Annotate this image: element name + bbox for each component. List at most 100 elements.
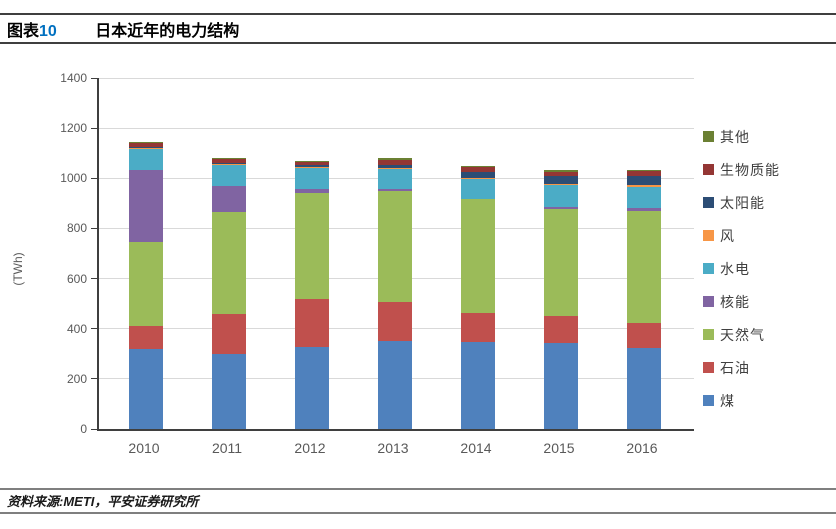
bar-segment-2012-太阳能 — [295, 165, 329, 168]
y-tick-label-1400: 1400 — [60, 71, 87, 85]
legend-label: 天然气 — [720, 326, 765, 343]
bar-segment-2011-太阳能 — [212, 162, 246, 164]
bar-segment-2013-石油 — [378, 301, 412, 342]
x-tick-label-2015: 2015 — [543, 440, 575, 456]
bar-segment-2012-其他 — [295, 160, 329, 162]
legend-item-核能: 核能 — [703, 285, 780, 318]
bar-segment-2015-煤 — [544, 342, 578, 429]
bar-segment-2014-石油 — [461, 313, 495, 342]
legend-item-水电: 水电 — [703, 252, 780, 285]
y-tick-label-400: 400 — [66, 321, 87, 336]
stacked-bar-2015 — [544, 78, 578, 429]
stacked-bar-2011 — [212, 78, 246, 429]
bar-segment-2014-太阳能 — [461, 172, 495, 178]
legend-swatch-icon — [703, 197, 714, 208]
bar-segment-2014-生物质能 — [461, 167, 495, 173]
bar-segment-2011-天然气 — [212, 212, 246, 315]
gridline-1400 — [99, 77, 694, 79]
y-tick-label-800: 800 — [66, 221, 87, 236]
y-tick-1400 — [91, 77, 97, 79]
bar-segment-2011-石油 — [212, 314, 246, 354]
bar-segment-2013-核能 — [378, 189, 412, 192]
figure-tag-text: 图表 — [7, 23, 40, 40]
y-tick-1200 — [91, 127, 97, 129]
stacked-bar-2014 — [461, 78, 495, 429]
y-tick-label-200: 200 — [66, 371, 87, 386]
bar-segment-2016-核能 — [627, 207, 661, 212]
bar-segment-2016-煤 — [627, 347, 661, 429]
plot-area — [91, 77, 694, 431]
legend-item-石油: 石油 — [703, 351, 780, 384]
bar-segment-2012-煤 — [295, 346, 329, 429]
stacked-bar-2012 — [295, 78, 329, 429]
bar-segment-2013-其他 — [378, 158, 412, 161]
y-axis-title: (TWh) — [11, 252, 25, 286]
bar-segment-2010-其他 — [129, 141, 163, 144]
bar-segment-2016-天然气 — [627, 211, 661, 323]
bar-segment-2012-石油 — [295, 298, 329, 347]
y-tick-label-0: 0 — [80, 422, 87, 436]
bar-segment-2015-其他 — [544, 170, 578, 173]
bar-segment-2010-水电 — [129, 149, 163, 171]
legend-swatch-icon — [703, 164, 714, 175]
legend-item-煤: 煤 — [703, 384, 780, 417]
legend-swatch-icon — [703, 329, 714, 340]
legend-item-风: 风 — [703, 219, 780, 252]
bar-segment-2015-太阳能 — [544, 176, 578, 185]
x-tick-label-2011: 2011 — [211, 440, 243, 456]
bar-segment-2016-其他 — [627, 169, 661, 171]
y-tick-600 — [91, 278, 97, 280]
bar-segment-2010-石油 — [129, 325, 163, 350]
legend-label: 水电 — [720, 260, 750, 277]
legend-label: 核能 — [720, 293, 750, 310]
legend-label: 生物质能 — [720, 161, 780, 178]
bar-segment-2016-生物质能 — [627, 170, 661, 176]
bar-segment-2013-天然气 — [378, 191, 412, 302]
bar-segment-2014-其他 — [461, 165, 495, 168]
bar-segment-2013-风 — [378, 167, 412, 170]
bar-segment-2015-水电 — [544, 185, 578, 208]
legend-item-生物质能: 生物质能 — [703, 153, 780, 186]
figure-number: 10 — [39, 23, 57, 40]
bar-segment-2011-核能 — [212, 186, 246, 213]
bar-segment-2010-核能 — [129, 170, 163, 243]
legend-item-太阳能: 太阳能 — [703, 186, 780, 219]
bar-segment-2011-水电 — [212, 164, 246, 187]
bar-segment-2014-风 — [461, 177, 495, 179]
bar-segment-2014-水电 — [461, 178, 495, 200]
y-tick-200 — [91, 378, 97, 380]
x-tick-label-2010: 2010 — [128, 440, 160, 456]
bar-segment-2012-天然气 — [295, 193, 329, 299]
bar-segment-2013-太阳能 — [378, 164, 412, 168]
stacked-bar-2010 — [129, 78, 163, 429]
title-underline-rule — [0, 42, 836, 44]
bar-segment-2014-煤 — [461, 341, 495, 429]
bar-segment-2010-煤 — [129, 349, 163, 429]
bar-segment-2016-水电 — [627, 186, 661, 208]
y-tick-800 — [91, 227, 97, 229]
bar-segment-2011-煤 — [212, 353, 246, 429]
bar-segment-2015-石油 — [544, 316, 578, 343]
source-top-rule — [0, 488, 836, 490]
legend-item-天然气: 天然气 — [703, 318, 780, 351]
y-tick-label-1200: 1200 — [60, 121, 87, 136]
bar-segment-2010-太阳能 — [129, 147, 163, 149]
y-tick-1000 — [91, 177, 97, 179]
bar-segment-2010-天然气 — [129, 242, 163, 326]
top-rule — [0, 13, 836, 15]
bar-segment-2011-生物质能 — [212, 159, 246, 163]
legend-label: 太阳能 — [720, 194, 765, 211]
legend-label: 煤 — [720, 392, 735, 409]
legend-label: 其他 — [720, 128, 750, 145]
legend-swatch-icon — [703, 131, 714, 142]
legend-label: 石油 — [720, 359, 750, 376]
bar-segment-2011-其他 — [212, 157, 246, 160]
bar-segment-2013-煤 — [378, 341, 412, 429]
gridline-1200 — [99, 127, 694, 129]
bar-segment-2012-水电 — [295, 168, 329, 190]
figure-tag: 图表10 — [7, 23, 57, 40]
bar-segment-2010-生物质能 — [129, 143, 163, 148]
stacked-bar-2016 — [627, 78, 661, 429]
stacked-bar-2013 — [378, 78, 412, 429]
